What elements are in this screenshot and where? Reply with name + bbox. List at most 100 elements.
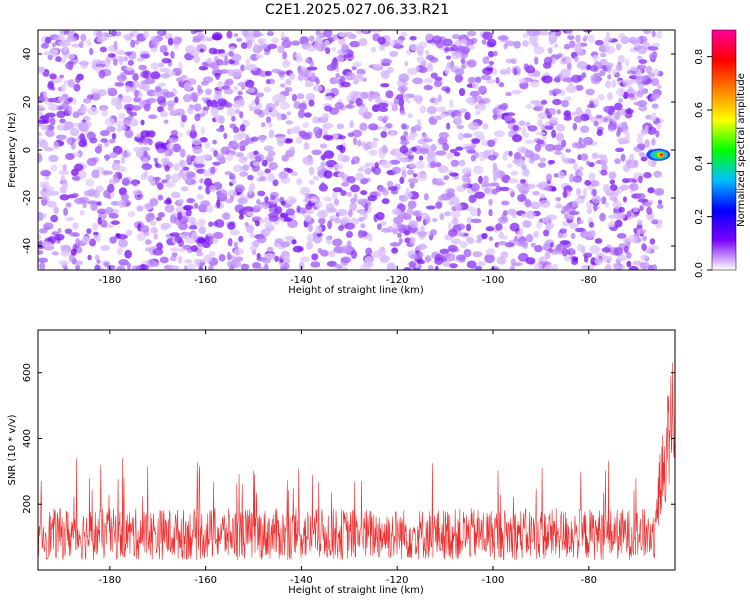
heatmap-cell	[459, 241, 468, 248]
heatmap-cell	[436, 106, 447, 113]
heatmap-cell	[389, 50, 399, 57]
heatmap-cell	[40, 195, 47, 201]
heatmap-cell	[157, 30, 164, 35]
heatmap-cell	[473, 95, 483, 100]
heatmap-cell	[345, 71, 356, 81]
heatmap-cell	[115, 31, 122, 37]
heatmap-cell	[332, 133, 339, 140]
heatmap-cell	[229, 229, 240, 236]
heatmap-cell	[79, 210, 85, 216]
heatmap-cell	[648, 52, 658, 60]
heatmap-cell	[434, 265, 439, 270]
heatmap-cell	[46, 200, 57, 208]
x-tick-label: -140	[290, 575, 313, 586]
heatmap-cell	[530, 201, 541, 210]
heatmap-cell	[367, 195, 378, 202]
heatmap-cell	[109, 236, 117, 244]
heatmap-cell	[175, 205, 185, 214]
heatmap-cell	[257, 190, 266, 197]
heatmap-cell	[42, 71, 49, 76]
heatmap-cell	[450, 111, 456, 119]
heatmap-cell	[582, 188, 587, 197]
heatmap-cell	[391, 104, 398, 112]
heatmap-cell	[496, 256, 507, 265]
heatmap-cell	[528, 157, 535, 164]
heatmap-cell	[195, 252, 204, 257]
heatmap-cell	[66, 36, 77, 43]
heatmap-cell	[413, 95, 424, 103]
heatmap-cell	[425, 54, 435, 61]
heatmap-cell	[188, 225, 198, 230]
colorbar-tick-label: 0.0	[694, 262, 705, 278]
heatmap-cell	[114, 120, 126, 127]
heatmap-cell	[134, 89, 139, 98]
heatmap-cell	[261, 159, 268, 167]
heatmap-cell	[605, 189, 615, 197]
heatmap-cell	[152, 248, 164, 256]
heatmap-cell	[601, 163, 608, 172]
heatmap-cell	[489, 149, 495, 154]
heatmap-cell	[609, 179, 616, 185]
heatmap-cell	[525, 210, 536, 219]
heatmap-cell	[458, 87, 466, 97]
heatmap-cell	[636, 228, 647, 234]
heatmap-cell	[313, 126, 322, 135]
heatmap-cell	[121, 95, 133, 104]
colorbar-ticks: 0.0 0.2 0.4 0.6 0.8	[694, 49, 712, 278]
heatmap-cell	[199, 137, 208, 143]
heatmap-cell	[360, 91, 369, 100]
heatmap-cell	[75, 75, 81, 84]
heatmap-cell	[438, 195, 443, 201]
heatmap-cell	[607, 122, 618, 130]
heatmap-cell	[513, 40, 521, 49]
heatmap-cell	[524, 183, 536, 190]
heatmap-cell	[208, 47, 218, 55]
heatmap-cell	[277, 45, 285, 54]
heatmap-cell	[86, 39, 92, 47]
heatmap-cell	[523, 132, 530, 139]
heatmap-cell	[420, 147, 429, 155]
snr-series-line	[38, 362, 675, 561]
heatmap-cell	[594, 258, 603, 266]
heatmap-cell	[357, 139, 362, 147]
heatmap-cell	[571, 200, 579, 207]
heatmap-cell	[559, 240, 571, 245]
heatmap-cell	[113, 40, 118, 50]
heatmap-cell	[90, 202, 98, 212]
heatmap-cell	[331, 46, 337, 52]
heatmap-cell	[210, 166, 216, 175]
heatmap-cell	[205, 88, 213, 96]
heatmap-cell	[130, 105, 142, 112]
heatmap-cell	[577, 219, 584, 224]
heatmap-cell	[456, 223, 466, 230]
heatmap-cell	[38, 132, 43, 137]
heatmap-cell	[39, 262, 46, 270]
heatmap-cell	[265, 102, 276, 112]
heatmap-cell	[267, 150, 276, 157]
heatmap-cell	[285, 120, 294, 125]
heatmap-cell	[44, 36, 52, 44]
heatmap-cell	[616, 73, 621, 78]
heatmap-cell	[416, 56, 425, 64]
heatmap-cell	[656, 122, 662, 130]
heatmap-cell	[319, 143, 328, 149]
heatmap-cell	[264, 51, 270, 56]
heatmap-cell	[327, 220, 333, 230]
heatmap-cell	[391, 247, 399, 254]
heatmap-cell	[470, 218, 482, 223]
heatmap-cell	[337, 208, 348, 217]
heatmap-cell	[306, 66, 318, 71]
heatmap-cell	[310, 261, 321, 268]
heatmap-cell	[143, 103, 151, 112]
heatmap-cell	[289, 127, 300, 134]
heatmap-cell	[41, 42, 49, 49]
heatmap-cell	[545, 173, 553, 182]
heatmap-cell	[554, 244, 565, 252]
heatmap-cell	[248, 186, 253, 195]
heatmap-cell	[449, 172, 459, 177]
heatmap-cell	[381, 144, 388, 154]
heatmap-cell	[456, 254, 466, 261]
heatmap-cell	[202, 242, 211, 249]
heatmap-cell	[489, 182, 500, 187]
heatmap-cell	[186, 107, 194, 115]
